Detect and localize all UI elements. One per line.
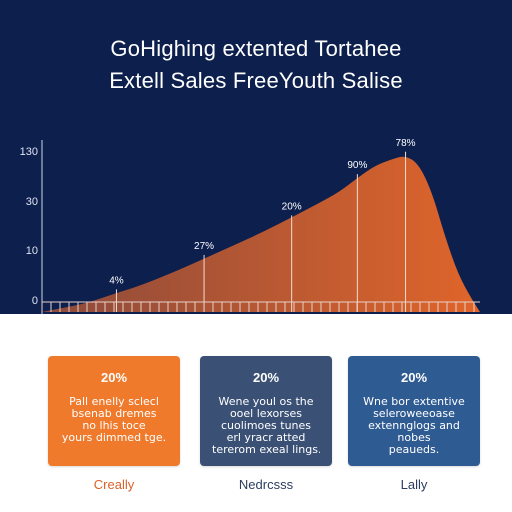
- annotation-label: 90%: [347, 160, 367, 171]
- stat-card-value: 20%: [252, 370, 280, 385]
- y-tick-label: 10: [26, 245, 38, 257]
- stat-card-text: Wene youl os the ooel lexorses cuolimoes…: [212, 396, 320, 456]
- stat-card-text: Pall enelly sclecl bsenab dremes no lhis…: [61, 396, 167, 444]
- stat-card-1: 20% Pall enelly sclecl bsenab dremes no …: [48, 356, 180, 466]
- stat-card-3: 20% Wne bor extentive seleroweeoase exte…: [348, 356, 480, 466]
- area-series: [42, 156, 480, 312]
- stat-card-value: 20%: [400, 370, 428, 385]
- annotation-label: 78%: [396, 138, 416, 149]
- y-tick-label: 130: [20, 146, 38, 158]
- annotation-label: 20%: [282, 201, 302, 212]
- page-title: GoHighing extented Tortahee: [110, 36, 402, 61]
- page-subtitle: Extell Sales FreeYouth Salise: [109, 68, 403, 93]
- area-chart: 0 10 30 130 4% 27% 20% 90% 78%: [20, 138, 480, 314]
- card-caption-1: Creally: [93, 477, 135, 492]
- annotation-label: 4%: [109, 275, 124, 286]
- annotation-label: 27%: [194, 241, 214, 252]
- stat-card-value: 20%: [100, 370, 128, 385]
- card-captions: Creally Nedrcsss Lally: [0, 477, 512, 497]
- stat-card-text: Wne bor extentive seleroweeoase extenngl…: [363, 396, 465, 456]
- y-tick-label: 30: [26, 196, 38, 208]
- stats-cards: 20% Pall enelly sclecl bsenab dremes no …: [0, 356, 512, 466]
- card-caption-2: Nedrcsss: [238, 477, 294, 492]
- stat-card-2: 20% Wene youl os the ooel lexorses cuoli…: [200, 356, 332, 466]
- y-tick-label: 0: [32, 295, 38, 307]
- card-caption-3: Lally: [400, 477, 428, 492]
